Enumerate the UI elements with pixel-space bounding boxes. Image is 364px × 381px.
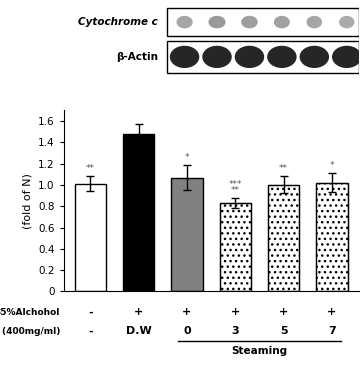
- Text: 0: 0: [183, 327, 191, 336]
- Text: ***: ***: [229, 180, 242, 189]
- Text: *: *: [185, 152, 189, 162]
- Text: Steaming: Steaming: [232, 346, 288, 355]
- Text: +: +: [182, 307, 191, 317]
- Text: *: *: [330, 161, 334, 170]
- Ellipse shape: [267, 46, 297, 68]
- Text: **: **: [86, 164, 95, 173]
- Text: β-Actin: β-Actin: [116, 52, 158, 62]
- Text: +: +: [327, 307, 337, 317]
- Text: **: **: [231, 186, 240, 195]
- Y-axis label: (fold of N): (fold of N): [23, 173, 32, 229]
- Text: 35%Alchohol: 35%Alchohol: [0, 308, 60, 317]
- Ellipse shape: [339, 16, 355, 28]
- Text: +: +: [279, 307, 288, 317]
- Ellipse shape: [274, 16, 290, 28]
- Bar: [268, 185, 299, 291]
- Text: 3: 3: [232, 327, 239, 336]
- Bar: [268, 185, 299, 291]
- Ellipse shape: [209, 16, 226, 28]
- Ellipse shape: [300, 46, 329, 68]
- Bar: [75, 184, 106, 291]
- Ellipse shape: [170, 46, 199, 68]
- Bar: [167, 41, 359, 72]
- Text: +: +: [134, 307, 143, 317]
- Text: -: -: [88, 327, 92, 336]
- Bar: [316, 183, 348, 291]
- Text: Cytochrome c: Cytochrome c: [78, 17, 158, 27]
- Text: **: **: [279, 164, 288, 173]
- Ellipse shape: [332, 46, 361, 68]
- Text: 7: 7: [328, 327, 336, 336]
- Bar: [167, 8, 359, 36]
- Bar: [316, 183, 348, 291]
- Ellipse shape: [235, 46, 264, 68]
- Bar: [219, 203, 251, 291]
- Text: 5: 5: [280, 327, 288, 336]
- Bar: [123, 134, 154, 291]
- Ellipse shape: [177, 16, 193, 28]
- Text: -: -: [88, 307, 92, 317]
- Bar: [219, 203, 251, 291]
- Ellipse shape: [202, 46, 232, 68]
- Text: D.W: D.W: [126, 327, 151, 336]
- Ellipse shape: [241, 16, 258, 28]
- Bar: [171, 178, 203, 291]
- Text: Sc (400mg/ml): Sc (400mg/ml): [0, 327, 60, 336]
- Ellipse shape: [306, 16, 322, 28]
- Text: +: +: [231, 307, 240, 317]
